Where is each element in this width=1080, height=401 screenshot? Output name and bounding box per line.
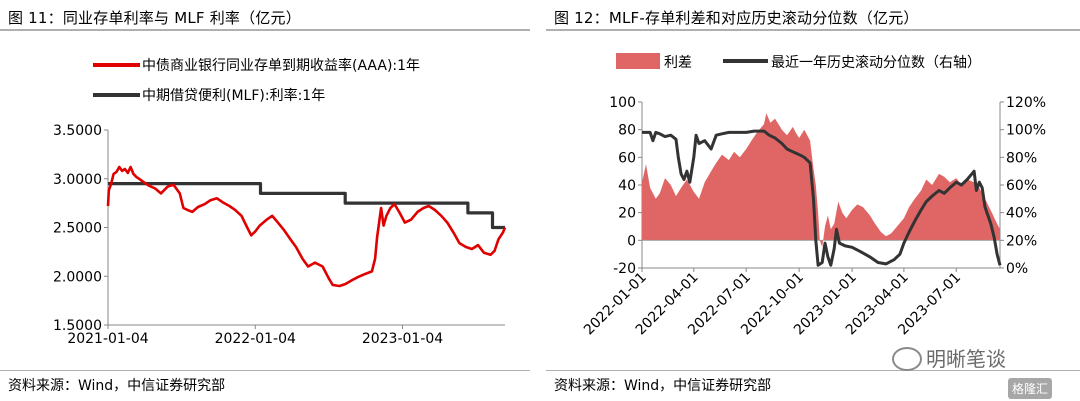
legend-label-left-0: 中债商业银行同业存单到期收益率(AAA):1年 xyxy=(142,57,420,74)
legend-swatch-right-0 xyxy=(616,53,660,69)
y-tick-label-right-l-3: 40 xyxy=(618,178,636,194)
y2-tick-label-right-3: 60% xyxy=(1006,178,1037,194)
y-tick-label-right-l-5: 80 xyxy=(618,123,636,139)
y-tick-label-right-l-6: 100 xyxy=(609,95,636,111)
source-note-left: 资料来源：Wind，中信证券研究部 xyxy=(8,378,226,394)
y2-tick-label-right-0: 0% xyxy=(1006,261,1028,277)
legend-label-left-1: 中期借贷便利(MLF):利率:1年 xyxy=(142,87,325,104)
panel-left: 图 11：同业存单利率与 MLF 利率（亿元） 中债商业银行同业存单到期收益率(… xyxy=(0,0,530,401)
watermark-badge: 格隆汇 xyxy=(1008,378,1053,399)
divider-top-left xyxy=(0,29,530,31)
panel-right: 图 12：MLF-存单利差和对应历史滚动分位数（亿元） 利差 最近一年历史滚动分位… xyxy=(546,0,1080,401)
wechat-icon xyxy=(892,347,922,371)
divider-bottom-right xyxy=(546,370,1080,371)
y2-tick-label-right-2: 40% xyxy=(1006,206,1037,222)
legend-label-right-0: 利差 xyxy=(664,55,692,71)
legend-label-right-1: 最近一年历史滚动分位数（右轴） xyxy=(771,54,981,71)
series-line-left-1 xyxy=(108,182,505,230)
watermark-text: 明晰笔谈 xyxy=(926,347,1006,371)
y-tick-label-right-l-0: -20 xyxy=(613,261,636,277)
y2-tick-label-right-6: 120% xyxy=(1006,95,1046,111)
chart-title-left: 图 11：同业存单利率与 MLF 利率（亿元） xyxy=(8,9,301,27)
y2-tick-label-right-4: 80% xyxy=(1006,150,1037,166)
y-tick-label-left-2: 2.5000 xyxy=(53,221,102,237)
chart-right: 利差 最近一年历史滚动分位数（右轴） -20 0 20 40 60 80 100 0% 20% 40%… xyxy=(581,53,1046,338)
y2-tick-label-right-5: 100% xyxy=(1006,123,1046,139)
divider-bottom-left xyxy=(0,370,530,371)
y-tick-label-left-0: 1.5000 xyxy=(53,318,102,334)
series-area-right-0 xyxy=(642,113,1000,248)
y-tick-label-left-4: 3.5000 xyxy=(53,123,102,139)
y-tick-label-left-1: 2.0000 xyxy=(53,269,102,285)
y-tick-label-right-l-1: 0 xyxy=(627,233,636,249)
y-tick-label-right-l-4: 60 xyxy=(618,150,636,166)
y2-tick-label-right-1: 20% xyxy=(1006,233,1037,249)
source-note-right: 资料来源：Wind，中信证券研究部 xyxy=(554,378,772,394)
divider-top-right xyxy=(546,29,1080,31)
chart-title-right: 图 12：MLF-存单利差和对应历史滚动分位数（亿元） xyxy=(554,9,919,27)
x-tick-label-left-0: 2021-01-04 xyxy=(67,331,148,347)
series-line-right-1 xyxy=(642,129,1002,267)
chart-left: 中债商业银行同业存单到期收益率(AAA):1年中期借贷便利(MLF):利率:1年… xyxy=(53,57,507,347)
y-tick-label-left-3: 3.0000 xyxy=(53,172,102,188)
y-tick-label-right-l-2: 20 xyxy=(618,206,636,222)
series-line-left-0 xyxy=(106,165,507,288)
x-tick-label-left-2: 2023-01-04 xyxy=(362,331,443,347)
x-tick-label-left-1: 2022-01-04 xyxy=(215,331,296,347)
